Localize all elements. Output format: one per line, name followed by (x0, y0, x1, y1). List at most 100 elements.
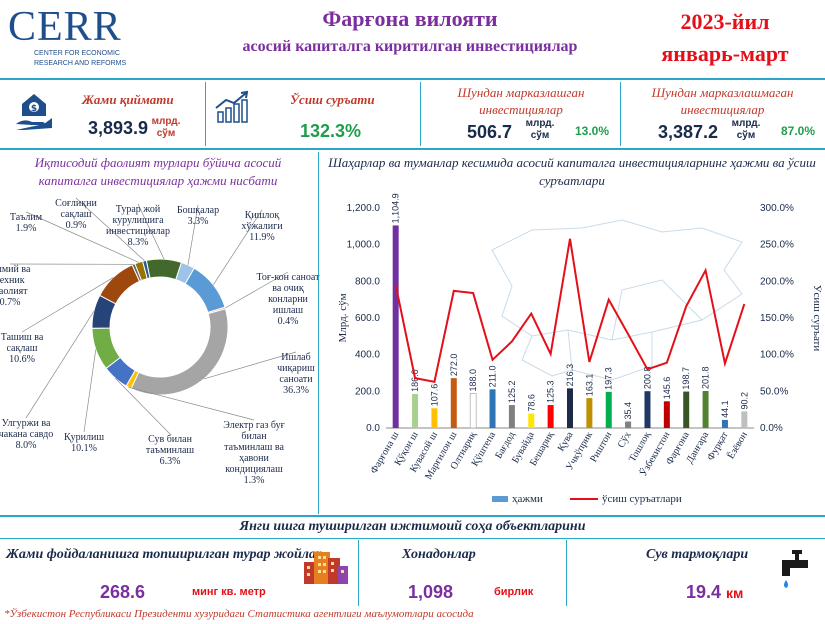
page-title: Фарғона вилояти (322, 6, 498, 31)
bar-value-label-16: 201.8 (701, 366, 711, 389)
centralized-unit-1: млрд. (525, 118, 555, 129)
pie-label-5: Сув билан таъминлаш 6.3% (145, 434, 195, 467)
y-tick-label: 1,000.0 (347, 240, 381, 251)
pie-leader-0 (187, 204, 199, 266)
pie-label-8: Ташиш ва сақлаш 10.6% (0, 332, 44, 365)
logo-sub-2: RESEARCH AND REFORMS (34, 60, 127, 67)
bar-value-label-14: 145.6 (662, 377, 672, 400)
water-label: Сув тармоқлари (646, 547, 749, 562)
bar-7 (528, 413, 535, 428)
decentralized-unit-2: сўм (736, 130, 756, 141)
bar-4 (469, 393, 477, 429)
legend-bar-label: ҳажми (512, 493, 543, 505)
pie-label-3: Ишлаб чиқариш саноати 36.3% (277, 352, 315, 396)
legend-line-label: ўсиш суръатлари (602, 493, 682, 505)
total-label: Жами қиймати (82, 92, 174, 107)
decentralized-share: 87.0% (781, 124, 816, 138)
decentralized-unit-1: млрд. (731, 118, 761, 129)
bar-value-label-9: 216.3 (565, 364, 575, 387)
bar-value-label-4: 188.0 (468, 369, 478, 392)
housing-value: 268.6 (100, 582, 146, 602)
bottom-separator-2 (566, 540, 567, 606)
bar-line-chart: 0.0 200.0 400.0 600.0 800.0 1,000.0 1,200.0 0.0… (337, 193, 822, 505)
centralized-share: 13.0% (575, 124, 610, 138)
pie-labels: Бошқалар 3.3% Қишлоқ хўжалиги 11.9% Тоғ-кон с… (0, 0, 319, 486)
households-unit: бирлик (494, 586, 534, 598)
pie-title: Иқтисодий фаолият турлари бўйича асосий … (8, 154, 308, 190)
households-label: Хонадонлар (402, 547, 476, 562)
y-tick-label: 800.0 (355, 276, 380, 287)
legend-bar-swatch (492, 496, 508, 502)
pie-slice-1 (184, 267, 226, 314)
period-months: январь-март (661, 41, 789, 66)
bar-13 (644, 391, 651, 428)
total-unit-2: сўм (156, 128, 176, 139)
bar-17 (721, 419, 728, 428)
bar-0 (392, 225, 399, 428)
x-tick-label-12: Сўх (616, 430, 634, 450)
water-value: 19.4 (686, 582, 722, 602)
bar-value-label-7: 78.6 (526, 394, 536, 412)
pie-leader-4 (128, 386, 255, 421)
pie-leader-7 (25, 311, 95, 419)
bar-value-label-5: 211.0 (488, 365, 498, 387)
pie-leader-3 (203, 351, 297, 380)
pie-leader-5 (114, 377, 171, 435)
money-hand-icon: $ (14, 88, 54, 132)
total-unit-1: млрд. (151, 116, 181, 127)
pie-slice-12 (145, 258, 183, 281)
bar-value-label-11: 197.3 (604, 367, 614, 390)
svg-text:$: $ (31, 104, 37, 114)
pie-label-7: Улгуржи ва чакана савдо 8.0% (0, 418, 54, 451)
section-separator (318, 152, 319, 514)
cerr-logo: CERR CENTER FOR ECONOMIC RESEARCH AND RE… (8, 6, 198, 68)
growth-line (394, 238, 746, 383)
y2-tick-label: 300.0% (760, 203, 794, 214)
pie-title-2: капиталга инвестициялар ҳажми нисбати (38, 173, 278, 188)
bar-value-label-18: 90.2 (739, 392, 749, 410)
pie-slice-8 (99, 264, 141, 305)
pie-label-2: Тоғ-кон саноат ва очиқ конларни ишлаш 0.4% (256, 272, 320, 327)
households-value: 1,098 (408, 582, 454, 602)
pie-leader-10 (25, 211, 139, 263)
y2-tick-label: 100.0% (760, 350, 794, 361)
bar-18 (741, 411, 748, 428)
y2-axis-label: Ўсиш суръати (811, 285, 822, 352)
period-year: 2023-йил (680, 9, 770, 34)
pie-label-0: Бошқалар 3.3% (176, 205, 220, 227)
centralized-label-2: инвестициялар (479, 102, 563, 117)
growth-label: Ўсиш суръати (290, 92, 375, 107)
decentralized-value: 3,387.2 (658, 122, 719, 142)
decentralized-label: Шундан марказлашмаган инвестициялар (640, 84, 805, 118)
centralized-label-1: Шундан марказлашган (457, 85, 585, 100)
divider-kpi (0, 148, 825, 150)
bar-2 (431, 408, 438, 428)
y-axis-label: Млрд. сўм (337, 293, 349, 342)
decentralized-label-1: Шундан марказлашмаган (651, 85, 794, 100)
period-box: 2023-йил январь-март (630, 6, 820, 70)
y-tick-label: 0.0 (366, 423, 380, 434)
decentralized-unit: млрд. сўм (726, 118, 766, 142)
bar-value-label-1: 186.0 (410, 369, 420, 392)
bar-value-label-13: 200.8 (642, 367, 652, 390)
bar-title-2: суръатлари (539, 173, 605, 188)
region-map-outline (491, 219, 743, 381)
y-tick-label: 400.0 (355, 350, 380, 361)
bar-value-label-10: 163.1 (584, 374, 594, 397)
pie-label-6: Қурилиш 10.1% (63, 432, 105, 454)
bar-3 (450, 378, 457, 428)
bar-9 (567, 388, 573, 428)
bar-12 (625, 421, 632, 428)
pie-leader-8 (21, 277, 114, 333)
bar-15 (683, 391, 690, 428)
housing-label: Жами фойдаланишга топширилган турар жойл… (6, 547, 323, 562)
bar-1 (412, 393, 419, 428)
bottom-separator-1 (358, 540, 359, 606)
footnote: *Ўзбекистон Республикаси Президенти хузу… (4, 608, 474, 620)
pie-label-10: Таълим 1.9% (9, 212, 43, 234)
y2-tick-label: 200.0% (760, 276, 794, 287)
page-subtitle: асосий капиталга киритилган инвестицияла… (242, 38, 578, 55)
kpi-separator-2 (420, 82, 421, 146)
bar-8 (547, 405, 554, 428)
x-tick-label-0: Фарғона ш (369, 430, 402, 476)
